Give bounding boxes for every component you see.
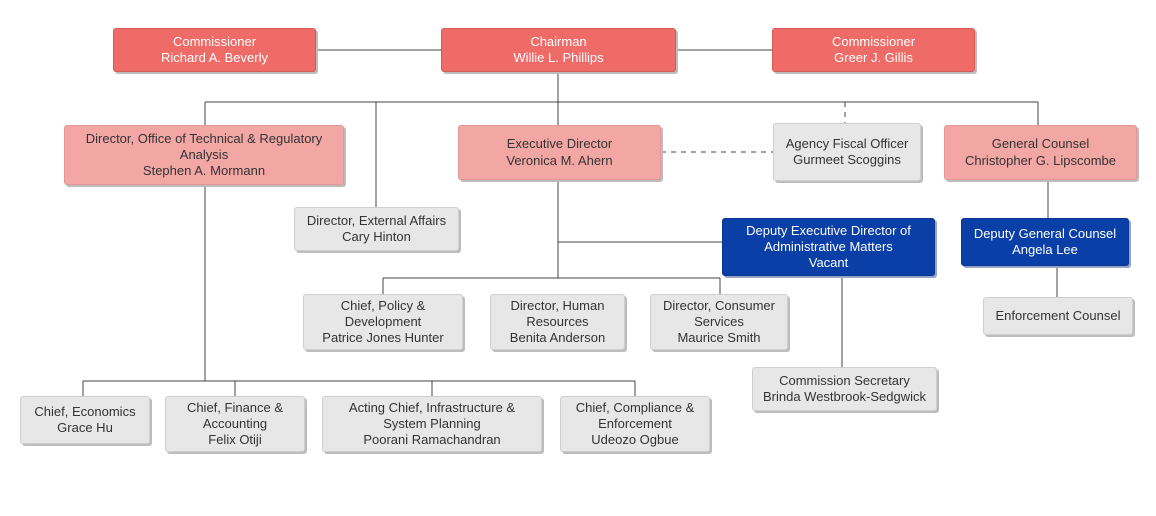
org-node-secretary: Commission SecretaryBrinda Westbrook-Sed…: [752, 367, 937, 411]
org-node-title: Deputy Executive Director of Administrat…: [729, 223, 928, 256]
org-node-name: Gurmeet Scoggins: [793, 152, 901, 168]
org-node-title: Chief, Economics: [34, 404, 135, 420]
org-node-commissioner1: CommissionerRichard A. Beverly: [113, 28, 316, 72]
org-node-compliance: Chief, Compliance & EnforcementUdeozo Og…: [560, 396, 710, 452]
org-node-name: Grace Hu: [57, 420, 113, 436]
org-node-name: Christopher G. Lipscombe: [965, 153, 1116, 169]
org-node-name: Patrice Jones Hunter: [322, 330, 443, 346]
org-node-name: Angela Lee: [1012, 242, 1078, 258]
org-node-infra: Acting Chief, Infrastructure & System Pl…: [322, 396, 542, 452]
org-node-name: Brinda Westbrook-Sedgwick: [763, 389, 926, 405]
org-node-finance: Chief, Finance & AccountingFelix Otiji: [165, 396, 305, 452]
org-node-chairman: ChairmanWillie L. Phillips: [441, 28, 676, 72]
org-node-title: General Counsel: [992, 136, 1090, 152]
org-node-name: Vacant: [809, 255, 849, 271]
org-node-title: Director, Office of Technical & Regulato…: [71, 131, 337, 164]
org-node-title: Director, Human Resources: [497, 298, 618, 331]
org-node-consumer: Director, Consumer ServicesMaurice Smith: [650, 294, 788, 350]
org-node-ext_affairs: Director, External AffairsCary Hinton: [294, 207, 459, 251]
org-node-title: Commission Secretary: [779, 373, 910, 389]
org-node-title: Chairman: [530, 34, 586, 50]
org-node-exec_dir: Executive DirectorVeronica M. Ahern: [458, 125, 661, 180]
org-node-name: Benita Anderson: [510, 330, 605, 346]
org-node-title: Director, External Affairs: [307, 213, 446, 229]
org-node-title: Agency Fiscal Officer: [786, 136, 909, 152]
org-node-name: Poorani Ramachandran: [363, 432, 500, 448]
org-node-fiscal: Agency Fiscal OfficerGurmeet Scoggins: [773, 123, 921, 181]
org-node-econ: Chief, EconomicsGrace Hu: [20, 396, 150, 444]
org-node-title: Director, Consumer Services: [657, 298, 781, 331]
org-node-name: Greer J. Gillis: [834, 50, 913, 66]
org-node-title: Commissioner: [832, 34, 915, 50]
org-node-dir_tech: Director, Office of Technical & Regulato…: [64, 125, 344, 185]
org-node-commissioner2: CommissionerGreer J. Gillis: [772, 28, 975, 72]
org-node-name: Richard A. Beverly: [161, 50, 268, 66]
org-node-gen_counsel: General CounselChristopher G. Lipscombe: [944, 125, 1137, 180]
org-node-title: Deputy General Counsel: [974, 226, 1116, 242]
org-node-name: Veronica M. Ahern: [506, 153, 612, 169]
org-node-name: Cary Hinton: [342, 229, 411, 245]
org-node-title: Chief, Compliance & Enforcement: [567, 400, 703, 433]
org-node-policy: Chief, Policy & DevelopmentPatrice Jones…: [303, 294, 463, 350]
org-node-name: Maurice Smith: [677, 330, 760, 346]
org-node-title: Chief, Policy & Development: [310, 298, 456, 331]
org-node-name: Willie L. Phillips: [513, 50, 603, 66]
org-node-hr: Director, Human ResourcesBenita Anderson: [490, 294, 625, 350]
org-node-title: Chief, Finance & Accounting: [172, 400, 298, 433]
org-node-title: Executive Director: [507, 136, 612, 152]
org-node-name: Udeozo Ogbue: [591, 432, 678, 448]
org-node-dep_exec: Deputy Executive Director of Administrat…: [722, 218, 935, 276]
org-node-name: Felix Otiji: [208, 432, 261, 448]
org-node-enforce: Enforcement Counsel: [983, 297, 1133, 335]
org-node-name: Stephen A. Mormann: [143, 163, 265, 179]
org-node-dep_gc: Deputy General CounselAngela Lee: [961, 218, 1129, 266]
org-node-title: Enforcement Counsel: [995, 308, 1120, 324]
org-node-title: Acting Chief, Infrastructure & System Pl…: [329, 400, 535, 433]
org-node-title: Commissioner: [173, 34, 256, 50]
